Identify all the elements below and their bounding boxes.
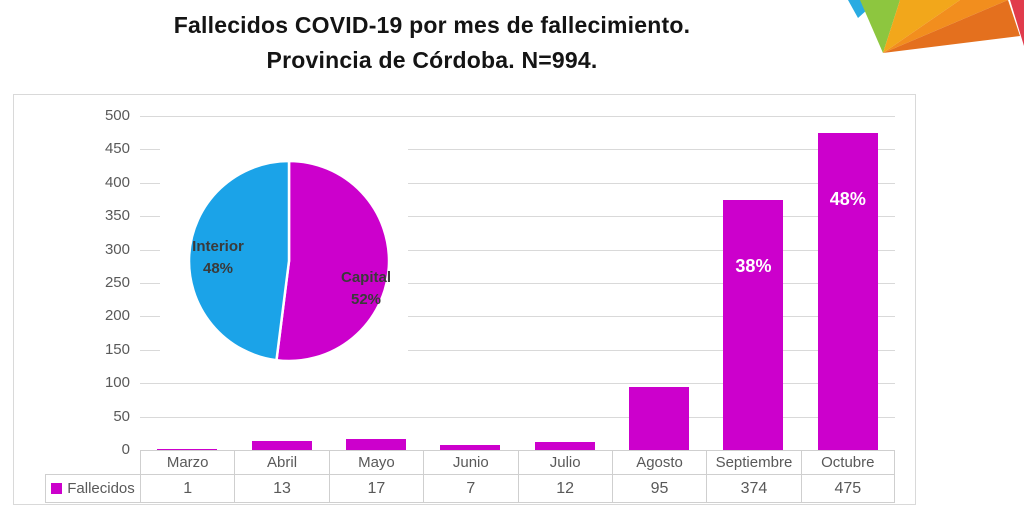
chart-title: Fallecidos COVID-19 por mes de fallecimi… [0, 8, 864, 78]
pie-label-interior: Interior 48% [162, 236, 274, 280]
value-cell: 374 [706, 474, 801, 503]
month-header-cell: Mayo [328, 450, 424, 474]
pie-label-capital: Capital 52% [306, 267, 426, 311]
logo-green-facet [860, 0, 900, 53]
logo-dark-orange-facet [883, 0, 1020, 53]
chart-panel [13, 94, 916, 505]
title-line-2: Provincia de Córdoba. N=994. [266, 47, 598, 73]
value-cell: 1 [140, 474, 235, 503]
value-cell: 13 [234, 474, 329, 503]
value-cell: 95 [611, 474, 707, 503]
pie-inset: Interior 48% Capital 52% [160, 126, 408, 380]
value-cell: 12 [517, 474, 612, 503]
pie-interior-pct: 48% [202, 260, 234, 277]
month-header-cell: Marzo [140, 450, 235, 474]
pie-capital-pct: 52% [350, 291, 382, 308]
data-table: Marzo Abril Mayo Junio Julio Agosto Septiembre… [45, 450, 895, 503]
month-header-cell: Abril [234, 450, 329, 474]
value-cell: 7 [423, 474, 518, 503]
table-corner-spacer [45, 450, 140, 474]
pie-chart-capital-interior [187, 159, 391, 363]
value-cell: 17 [328, 474, 424, 503]
pie-slice-capital [275, 159, 391, 363]
pie-interior-name: Interior [192, 238, 244, 255]
pie-capital-name: Capital [340, 269, 391, 286]
logo-red-facet [1010, 0, 1024, 46]
series-name-label: Fallecidos [67, 480, 135, 497]
fallecidos-legend-swatch [51, 483, 63, 494]
month-header-cell: Junio [423, 450, 518, 474]
brand-logo [848, 0, 1024, 53]
month-header-cell: Agosto [611, 450, 707, 474]
value-cell: 475 [800, 474, 895, 503]
month-header-cell: Octubre [800, 450, 895, 474]
title-line-1: Fallecidos COVID-19 por mes de fallecimi… [173, 12, 691, 38]
month-header-cell: Septiembre [706, 450, 801, 474]
legend-cell: Fallecidos [45, 474, 140, 503]
month-header-cell: Julio [517, 450, 612, 474]
pie-slice-interior [187, 159, 291, 362]
